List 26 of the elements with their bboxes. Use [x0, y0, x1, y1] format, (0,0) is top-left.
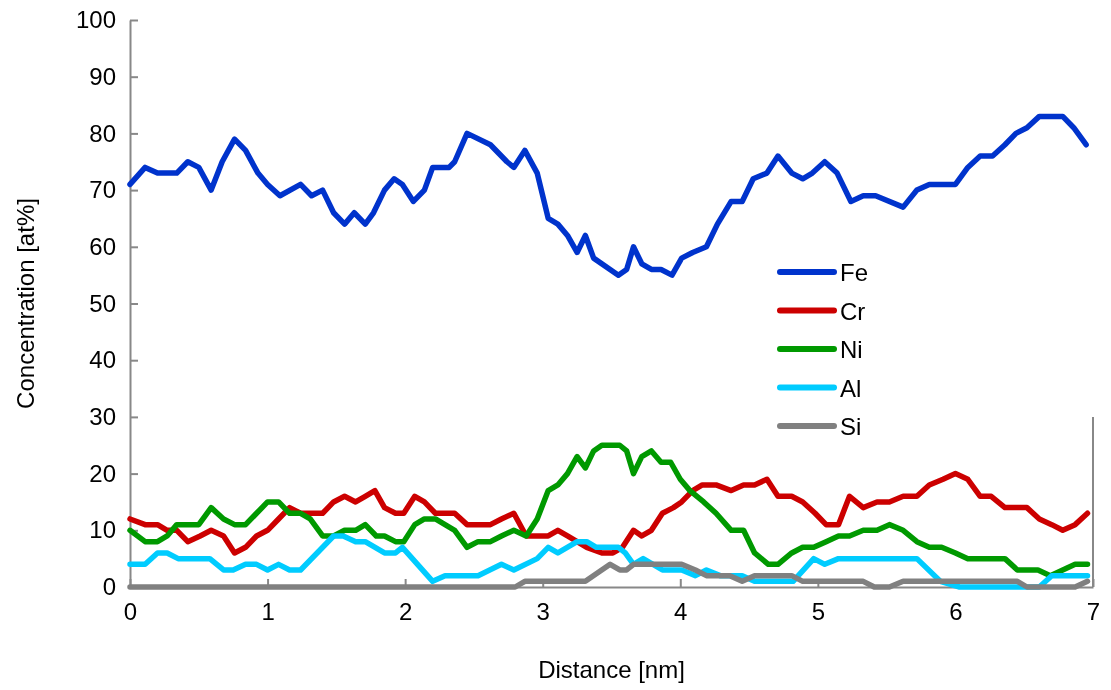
y-tick-label: 10 [89, 516, 116, 544]
y-tick-label: 80 [89, 119, 116, 147]
legend-label: Fe [840, 259, 869, 286]
y-tick-label: 30 [89, 403, 116, 431]
x-tick-label: 7 [1086, 598, 1101, 626]
x-tick-label: 5 [811, 598, 826, 626]
legend-label: Ni [840, 336, 863, 363]
y-tick-label: 0 [102, 573, 116, 601]
x-tick-label: 6 [949, 598, 963, 626]
legend-label: Cr [840, 297, 866, 325]
y-tick-label: 20 [89, 459, 116, 487]
x-tick-label: 1 [261, 598, 275, 626]
x-axis-title: Distance [nm] [538, 656, 685, 683]
x-tick-label: 3 [536, 598, 550, 626]
y-tick-label: 50 [89, 289, 116, 317]
y-tick-label: 60 [89, 232, 116, 260]
y-tick-label: 100 [75, 6, 116, 34]
y-axis-title: Concentration [at%] [12, 198, 39, 409]
x-tick-label: 2 [398, 598, 413, 626]
legend-label: Al [840, 374, 862, 402]
x-tick-label: 0 [123, 598, 138, 626]
legend-label: Si [840, 413, 862, 440]
x-tick-label: 4 [674, 598, 688, 626]
y-tick-label: 90 [89, 62, 116, 90]
y-tick-label: 40 [89, 346, 116, 374]
y-tick-label: 70 [89, 176, 116, 204]
